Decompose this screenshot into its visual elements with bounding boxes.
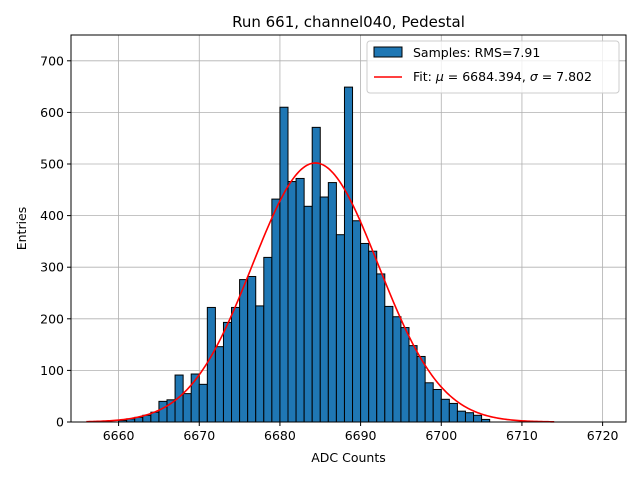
histogram-bar xyxy=(384,305,394,423)
histogram-bar xyxy=(408,345,418,423)
histogram-bar xyxy=(360,242,370,423)
histogram-bar xyxy=(456,410,466,423)
fit-curve xyxy=(86,162,555,423)
histogram-bar xyxy=(271,198,281,423)
histogram-bar xyxy=(343,86,354,423)
histogram-bar xyxy=(279,106,289,423)
histogram-bar xyxy=(158,400,168,423)
x-tick-label: 6710 xyxy=(506,428,538,443)
y-tick-label: 500 xyxy=(40,157,64,172)
y-tick-label: 100 xyxy=(40,363,64,378)
histogram-bar xyxy=(327,182,337,423)
histogram-bar xyxy=(303,205,313,423)
histogram-bar xyxy=(448,402,458,423)
x-tick-label: 6680 xyxy=(264,428,296,443)
fit-curve-group xyxy=(86,162,555,423)
histogram-bar xyxy=(295,177,305,423)
histogram-bar xyxy=(432,388,442,423)
x-axis-label: ADC Counts xyxy=(311,450,386,465)
histogram-bar xyxy=(239,279,249,423)
legend-box xyxy=(366,40,620,94)
histogram-bar xyxy=(287,181,297,423)
histogram-bar xyxy=(206,306,216,423)
histogram-bar xyxy=(440,398,450,423)
chart-title: Run 661, channel040, Pedestal xyxy=(232,13,465,31)
legend-label-histogram: Samples: RMS=7.91 xyxy=(413,45,540,60)
y-tick-label: 600 xyxy=(40,105,64,120)
y-tick-label: 300 xyxy=(40,260,64,275)
legend-label-fit: Fit: μ = 6684.394, σ = 7.802 xyxy=(413,69,592,84)
y-axis-ticks: 0 100 200 300 400 500 600 700 xyxy=(40,53,71,430)
x-tick-label: 6690 xyxy=(345,428,377,443)
histogram-bar xyxy=(182,393,192,423)
histogram-bar xyxy=(473,414,483,423)
histogram-bar xyxy=(464,412,475,423)
histogram-bar xyxy=(222,321,233,423)
y-tick-label: 400 xyxy=(40,208,64,223)
plot-frame xyxy=(70,34,627,423)
x-tick-label: 6660 xyxy=(103,428,135,443)
x-tick-label: 6700 xyxy=(425,428,457,443)
histogram-bar xyxy=(376,273,386,423)
y-axis-label: Entries xyxy=(14,207,29,251)
y-tick-label: 200 xyxy=(40,311,64,326)
histogram-bar xyxy=(311,126,321,423)
histogram-bar xyxy=(400,327,410,423)
histogram-bar xyxy=(368,250,378,423)
histogram-bar xyxy=(319,196,329,423)
histogram-bar xyxy=(392,316,402,423)
histogram-bar xyxy=(263,256,273,423)
legend: Samples: RMS=7.91 Fit: μ = 6684.394, σ =… xyxy=(366,40,620,94)
histogram-bar xyxy=(416,355,426,423)
histogram-bar xyxy=(424,382,434,423)
x-tick-label: 6720 xyxy=(587,428,619,443)
x-axis-ticks: 6660 6670 6680 6690 6700 6710 6720 xyxy=(103,422,619,443)
histogram-bar xyxy=(255,305,265,423)
histogram-bar xyxy=(352,220,362,423)
histogram-bar xyxy=(214,346,224,423)
histogram-bar xyxy=(231,306,241,423)
legend-swatch-histogram xyxy=(373,46,403,58)
histogram-bar xyxy=(198,383,208,423)
histogram-bar xyxy=(335,234,345,423)
y-tick-label: 700 xyxy=(40,53,64,68)
histogram-bar xyxy=(247,275,257,423)
x-tick-label: 6670 xyxy=(183,428,215,443)
y-tick-label: 0 xyxy=(56,415,64,430)
